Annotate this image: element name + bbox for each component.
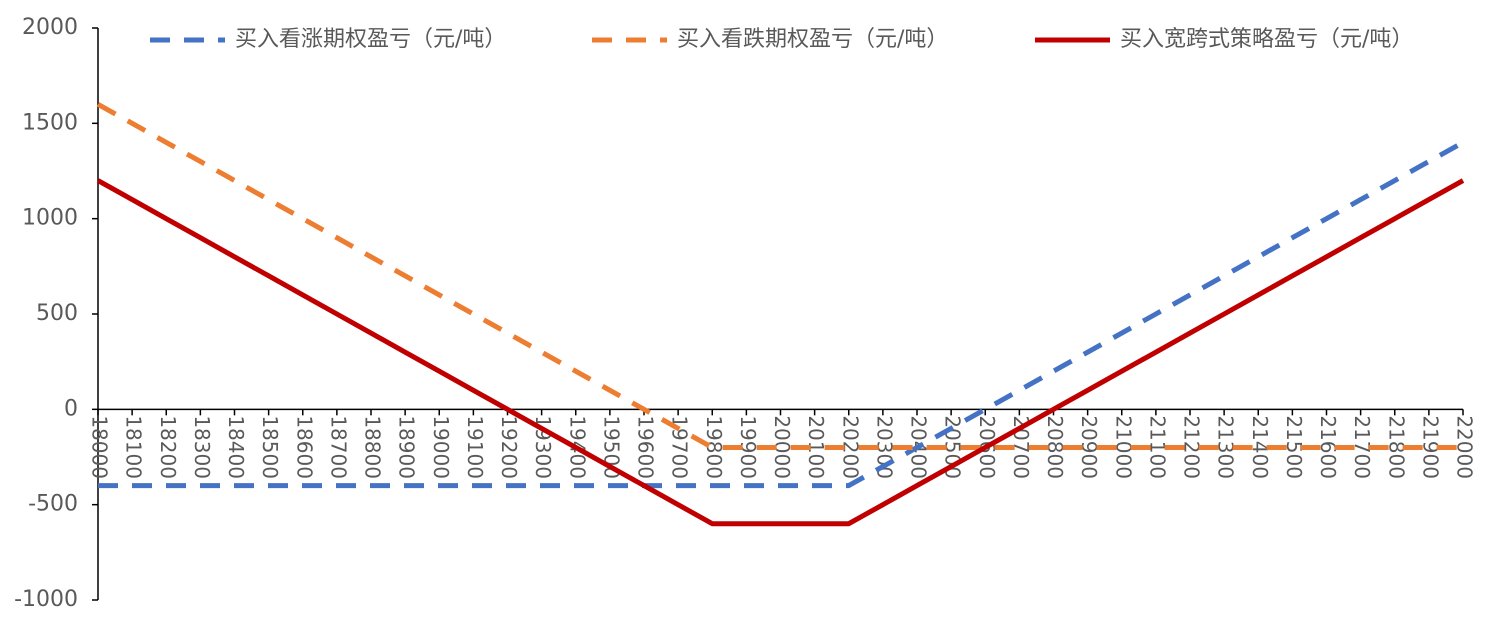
series-line [98, 140, 1465, 489]
y-tick-label: 0 [64, 396, 78, 421]
legend-label: 买入宽跨式策略盈亏（元/吨） [1120, 27, 1413, 52]
x-tick-label: 18100 [122, 415, 146, 479]
x-tick-label: 18400 [224, 415, 248, 479]
x-tick-label: 18800 [361, 415, 385, 479]
y-tick-label: 1500 [22, 110, 78, 135]
series-line [96, 102, 1463, 450]
y-tick-label: 2000 [22, 15, 78, 40]
x-tick-label: 19200 [497, 415, 521, 479]
y-tick-label: 500 [36, 301, 78, 326]
y-tick-label: -500 [28, 492, 78, 517]
x-tick-label: 18200 [156, 415, 180, 479]
x-tick-label: 19100 [463, 415, 487, 479]
y-tick-label: -1000 [14, 587, 78, 612]
x-tick-label: 19600 [634, 415, 658, 479]
x-tick-label: 18900 [395, 415, 419, 479]
x-tick-label: 18600 [292, 415, 316, 479]
legend-label: 买入看涨期权盈亏（元/吨） [235, 27, 506, 52]
y-tick-label: 1000 [22, 206, 78, 231]
x-tick-label: 18300 [190, 415, 214, 479]
x-tick-label: 18700 [326, 415, 350, 479]
legend-label: 买入看跌期权盈亏（元/吨） [677, 27, 948, 52]
x-tick-label: 19000 [429, 415, 453, 479]
series-line [96, 178, 1465, 527]
x-tick-label: 18500 [258, 415, 282, 479]
x-tick-label: 18000 [88, 415, 112, 479]
x-tick-label: 19800 [702, 415, 726, 479]
